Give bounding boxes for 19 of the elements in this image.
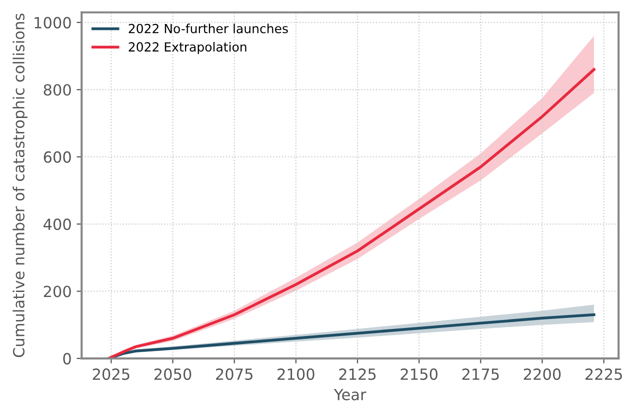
- x-tick-label: 2100: [278, 368, 314, 380]
- y-tick-label: 0: [63, 352, 71, 364]
- x-tick-label: 2225: [585, 368, 622, 380]
- y-tick-label: 600: [44, 151, 71, 163]
- x-tick-label: 2175: [462, 368, 499, 380]
- x-tick-label: 2025: [92, 368, 130, 380]
- x-tick-label: 2075: [216, 368, 252, 380]
- legend-label: 2022 Extrapolation: [128, 42, 246, 54]
- y-tick-label: 1000: [34, 16, 71, 28]
- x-tick-label: 2150: [400, 368, 438, 380]
- y-tick-label: 200: [44, 286, 71, 298]
- x-tick-label: 2125: [339, 368, 376, 380]
- x-tick-label: 2050: [154, 368, 192, 380]
- x-axis-title: Year: [334, 388, 366, 400]
- y-axis-title: Cumulative number of catastrophic collisions: [12, 14, 28, 358]
- x-tick-label: 2200: [524, 368, 561, 380]
- legend-label: 2022 No-further launches: [128, 24, 288, 34]
- y-tick-label: 800: [44, 84, 71, 96]
- y-tick-label: 400: [44, 218, 71, 230]
